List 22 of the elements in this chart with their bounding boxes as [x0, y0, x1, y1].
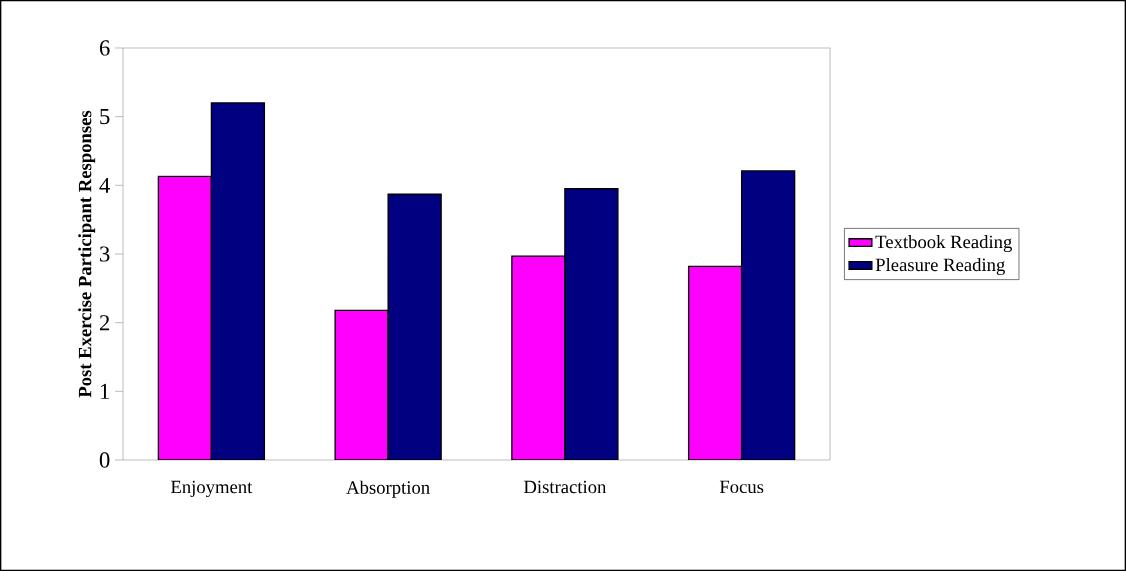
- x-tick-label: Absorption: [346, 480, 430, 498]
- x-tick-label: Focus: [719, 480, 764, 494]
- legend-label: Textbook Reading: [875, 235, 1012, 253]
- y-tick-label: 3: [100, 246, 110, 262]
- x-tick-label: Enjoyment: [170, 480, 253, 498]
- legend-label: Pleasure Reading: [875, 257, 1005, 275]
- bar: [157, 175, 213, 460]
- bar: [687, 265, 743, 460]
- bar: [564, 188, 619, 460]
- bar: [740, 170, 796, 460]
- y-tick-label: 4: [99, 177, 110, 193]
- y-axis-title: Post Exercise Participant Responses: [78, 110, 96, 398]
- y-tick-label: 5: [100, 109, 110, 125]
- bar: [210, 102, 266, 460]
- y-tick-label: 6: [99, 40, 110, 56]
- y-tick-label: 2: [99, 315, 110, 331]
- x-tick-label: Distraction: [523, 480, 607, 494]
- bar: [511, 255, 566, 460]
- bar: [334, 309, 389, 460]
- bar: [387, 193, 442, 460]
- y-tick-label: 0: [99, 452, 110, 468]
- y-tick-label: 1: [100, 383, 109, 399]
